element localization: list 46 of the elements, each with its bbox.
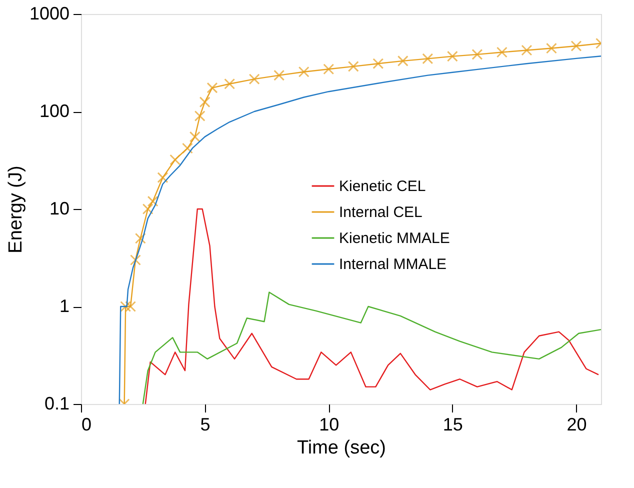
y-tick-label: 100 xyxy=(39,101,70,121)
point xyxy=(298,66,310,78)
x-tick-label: 20 xyxy=(566,414,587,434)
point xyxy=(446,50,458,62)
legend-label: Internal MMALE xyxy=(339,256,447,273)
x-tick-label: 10 xyxy=(319,414,340,434)
x-tick-label: 0 xyxy=(82,414,92,434)
legend-label: Internal CEL xyxy=(339,204,422,221)
point xyxy=(130,254,141,266)
x-tick-label: 15 xyxy=(442,414,463,434)
point xyxy=(170,154,181,166)
legend-label: Kienetic CEL xyxy=(339,178,426,195)
point xyxy=(134,232,146,244)
y-tick-label: 10 xyxy=(49,198,70,218)
point xyxy=(125,301,136,312)
point xyxy=(120,301,132,312)
point xyxy=(372,58,384,70)
line-series xyxy=(142,292,601,404)
point xyxy=(496,46,508,58)
legend-label: Kienetic MMALE xyxy=(339,230,450,247)
point xyxy=(142,204,154,214)
point xyxy=(147,196,158,207)
y-tick-label: 0.1 xyxy=(44,394,70,414)
point xyxy=(189,131,200,142)
point xyxy=(521,44,532,56)
point xyxy=(274,70,285,81)
point xyxy=(199,96,210,108)
y-tick-label: 1000 xyxy=(29,4,70,24)
y-tick-label: 1 xyxy=(59,296,70,316)
x-axis-title: Time (sec) xyxy=(296,438,386,458)
point xyxy=(546,42,557,54)
point xyxy=(248,74,260,85)
point xyxy=(348,60,359,72)
y-axis-title: Energy (J) xyxy=(5,166,26,254)
point xyxy=(157,172,168,184)
point xyxy=(323,64,334,75)
point xyxy=(397,55,408,66)
point xyxy=(472,48,483,60)
point xyxy=(422,53,434,64)
line-series xyxy=(144,208,600,404)
point xyxy=(206,82,218,94)
point xyxy=(182,142,193,154)
point xyxy=(224,78,236,90)
point xyxy=(194,110,206,122)
point xyxy=(570,40,582,52)
x-tick-label: 5 xyxy=(200,414,210,434)
